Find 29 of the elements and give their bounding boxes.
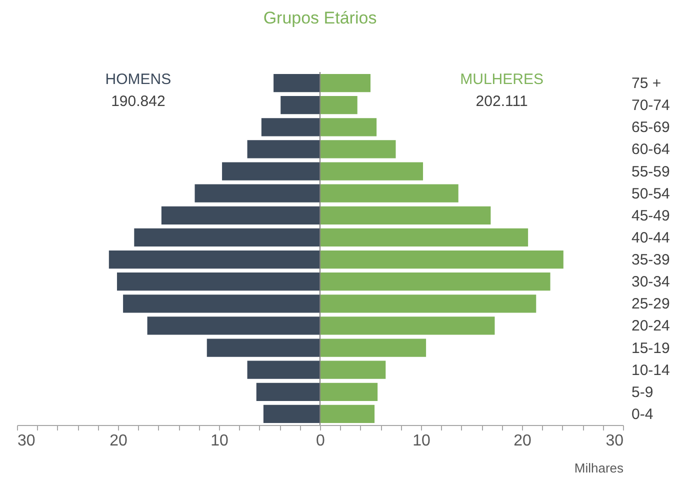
y-tick-label: 20-24 <box>632 318 670 335</box>
x-axis-title: Milhares <box>574 460 624 476</box>
y-tick-label: 10-14 <box>632 362 670 379</box>
y-tick-label: 0-4 <box>632 406 654 423</box>
y-tick-label: 40-44 <box>632 229 670 246</box>
y-tick-label: 35-39 <box>632 252 670 269</box>
y-tick-label: 55-59 <box>632 163 670 180</box>
x-tick-label: 0 <box>316 432 326 450</box>
y-tick-label: 25-29 <box>632 296 670 313</box>
y-tick-label: 30-34 <box>632 274 670 291</box>
x-tick-label: 10 <box>412 432 430 450</box>
x-tick-label: 20 <box>514 432 532 450</box>
y-tick-label: 45-49 <box>632 207 670 224</box>
x-tick-label: 10 <box>210 432 228 450</box>
text: MULHERES <box>460 71 544 88</box>
y-tick-label: 5-9 <box>632 384 654 401</box>
annotation: 190.842 <box>111 93 166 110</box>
y-tick-label: 15-19 <box>632 340 670 357</box>
y-tick-label: 70-74 <box>632 97 670 114</box>
x-tick-label: 30 <box>606 432 624 450</box>
chart-title: Grupos Etários <box>263 8 377 28</box>
y-tick-label: 60-64 <box>632 141 670 158</box>
y-tick-label: 65-69 <box>632 119 670 136</box>
annotation: 202.111 <box>476 93 528 110</box>
x-tick-label: 30 <box>18 432 36 450</box>
y-tick-label: 50-54 <box>632 185 670 202</box>
x-tick-label: 20 <box>110 432 128 450</box>
y-tick-label: 75 + <box>632 75 662 92</box>
text: HOMENS <box>105 71 172 88</box>
